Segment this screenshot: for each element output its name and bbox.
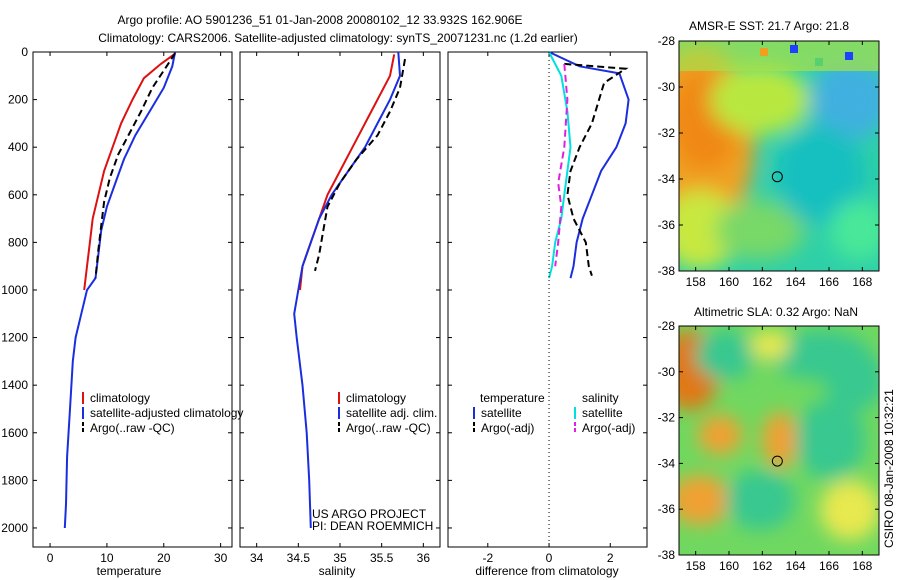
legend-label-satellite: satellite adj. clim. [346, 406, 437, 420]
series-line-satellite [548, 51, 630, 279]
map-y-tick-label: -34 [658, 456, 676, 470]
map-x-tick-label: 164 [786, 275, 806, 289]
series-line-satellite-adjusted-climatology [63, 51, 177, 529]
map-y-tick-label: -36 [658, 218, 676, 232]
map-y-tick-label: -28 [658, 34, 676, 48]
legend-heading-salinity: salinity [582, 391, 619, 405]
map-x-tick-label: 160 [719, 275, 739, 289]
map-x-tick-label: 158 [686, 275, 706, 289]
map-y-tick-label: -38 [658, 264, 676, 278]
y-tick-label: 200 [8, 93, 28, 107]
legend-label-satellite: satellite-adjusted climatology [90, 406, 243, 420]
x-tick-label: 30 [214, 551, 228, 565]
map-y-tick-label: -32 [658, 411, 676, 425]
y-tick-label: 400 [8, 140, 28, 154]
legend-heading-temperature: temperature [480, 391, 545, 405]
series-line-argo-adj- [554, 63, 569, 267]
x-tick-label: 0 [546, 551, 553, 565]
sla-map-title: Altimetric SLA: 0.32 Argo: NaN [694, 305, 858, 319]
y-tick-label: 1600 [1, 426, 28, 440]
map-x-tick-label: 166 [819, 275, 839, 289]
project-annotation: US ARGO PROJECT [312, 507, 427, 521]
legend-label-climatology: climatology [346, 391, 406, 405]
legend-label-temp-argo: Argo(-adj) [481, 421, 534, 435]
map-y-tick-label: -36 [658, 502, 676, 516]
map-y-tick-label: -34 [658, 172, 676, 186]
map-y-tick-label: -30 [658, 365, 676, 379]
pi-annotation: PI: DEAN ROEMMICH [312, 519, 433, 533]
map-y-tick-label: -38 [658, 548, 676, 562]
salinity-axes [239, 51, 441, 548]
y-tick-label: 1800 [1, 473, 28, 487]
sla-heatmap [679, 326, 879, 555]
map-y-tick-label: -28 [658, 319, 676, 333]
series-line-climatology [83, 53, 175, 291]
sla-argo-location-marker [771, 455, 783, 467]
x-tick-label: -2 [482, 551, 493, 565]
x-tick-label: 10 [100, 551, 114, 565]
map-x-tick-label: 160 [719, 559, 739, 573]
x-tick-label: 34.5 [287, 551, 311, 565]
series-line-satellite [548, 51, 572, 279]
temperature-axes [32, 51, 233, 548]
map-x-tick-label: 164 [786, 559, 806, 573]
difference-axis-label: difference from climatology [475, 564, 618, 578]
x-tick-label: 35 [333, 551, 347, 565]
sst-argo-location-marker [771, 171, 783, 183]
sst-map-frame [678, 40, 880, 272]
legend-label-argo: Argo(..raw -QC) [346, 421, 431, 435]
y-tick-label: 600 [8, 188, 28, 202]
map-y-tick-label: -32 [658, 126, 676, 140]
x-tick-label: 20 [157, 551, 171, 565]
sst-heatmap [679, 41, 879, 271]
map-axis-ticks: 158 160 162 164 166 168 -28 -30 -32 -34 -36 -38 158 1… [658, 34, 879, 573]
salinity-legend: climatology satellite adj. clim. Argo(..… [312, 391, 437, 533]
legend-label-climatology: climatology [90, 391, 150, 405]
map-x-tick-label: 168 [852, 275, 872, 289]
temperature-axis-label: temperature [97, 564, 162, 578]
y-tick-label: 800 [8, 235, 28, 249]
x-tick-label: 2 [607, 551, 614, 565]
map-x-tick-label: 168 [852, 559, 872, 573]
series-line-argo-raw-qc- [314, 58, 406, 272]
map-x-tick-label: 158 [686, 559, 706, 573]
legend-label-argo: Argo(..raw -QC) [90, 421, 175, 435]
y-tick-label: 1200 [1, 331, 28, 345]
series-line-satellite-adj-clim- [293, 51, 402, 529]
map-x-tick-label: 162 [752, 275, 772, 289]
x-tick-label: 34 [250, 551, 264, 565]
series-line-argo-raw-qc- [94, 52, 176, 279]
map-y-tick-label: -30 [658, 80, 676, 94]
profile-lines [63, 51, 630, 529]
map-x-tick-label: 166 [819, 559, 839, 573]
axis-ticks: 0 10 20 30020040060080010001200140016001800… [1, 45, 647, 565]
difference-legend: temperature satellite Argo(-adj) salinit… [473, 391, 635, 435]
x-tick-label: 35.5 [370, 551, 394, 565]
y-tick-label: 1000 [1, 283, 28, 297]
legend-label-sal-argo: Argo(-adj) [582, 421, 635, 435]
side-timestamp: CSIRO 08-Jan-2008 10:32:21 [882, 389, 896, 548]
x-tick-label: 0 [47, 551, 54, 565]
temperature-legend: climatology satellite-adjusted climatolo… [82, 391, 243, 435]
y-tick-label: 2000 [1, 521, 28, 535]
y-tick-label: 1400 [1, 378, 28, 392]
series-line-argo-adj- [564, 62, 629, 277]
legend-label-temp-satellite: satellite [481, 406, 522, 420]
map-x-tick-label: 162 [752, 559, 772, 573]
x-tick-label: 36 [417, 551, 431, 565]
figure-title: Argo profile: AO 5901236_51 01-Jan-2008 … [118, 13, 523, 27]
difference-axes [447, 51, 648, 548]
y-tick-label: 0 [21, 45, 28, 59]
sla-map-frame [678, 325, 880, 556]
sst-map-title: AMSR-E SST: 21.7 Argo: 21.8 [689, 19, 849, 33]
figure-subtitle: Climatology: CARS2006. Satellite-adjuste… [98, 31, 578, 45]
legend-label-sal-satellite: satellite [582, 406, 623, 420]
salinity-axis-label: salinity [319, 564, 356, 578]
